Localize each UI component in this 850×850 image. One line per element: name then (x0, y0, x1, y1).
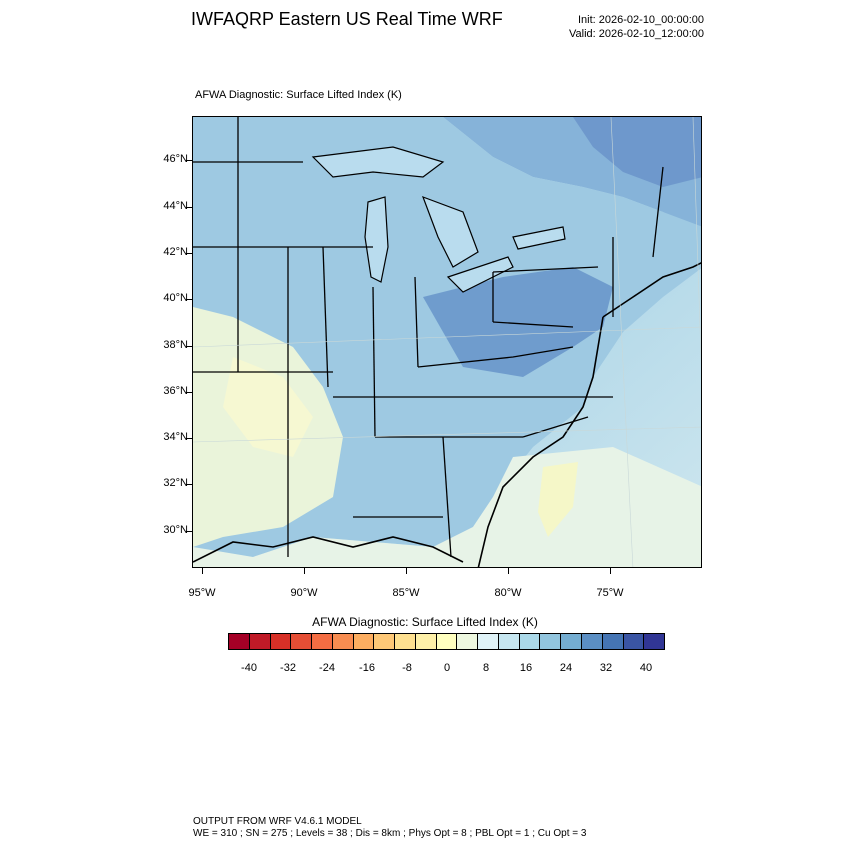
colorbar-box (519, 634, 541, 649)
lon-tick (508, 568, 509, 574)
colorbar-box (353, 634, 375, 649)
coastline (193, 262, 701, 567)
colorbar-label: -32 (280, 662, 296, 674)
colorbar-box (602, 634, 624, 649)
lake-superior (311, 146, 445, 178)
lat-label: 30°N (163, 524, 188, 536)
lat-tick (186, 392, 192, 393)
lake-michigan (364, 196, 389, 283)
colorbar-box (478, 634, 499, 649)
colorbar-box (374, 634, 396, 649)
colorbar-label: 16 (519, 662, 533, 674)
lake-erie (446, 256, 514, 293)
state-borders (193, 117, 664, 558)
lon-label: 90°W (290, 587, 318, 599)
lat-tick (186, 253, 192, 254)
colorbar-box (395, 634, 416, 649)
lat-tick (186, 484, 192, 485)
colorbar-label: -40 (241, 662, 257, 674)
colorbar-box (582, 634, 603, 649)
lat-label: 38°N (163, 339, 188, 351)
colorbar-box (644, 634, 665, 649)
lake-huron (421, 195, 479, 268)
lat-tick (186, 160, 192, 161)
lon-label: 85°W (392, 587, 420, 599)
lon-tick (304, 568, 305, 574)
lake-ontario (512, 226, 566, 250)
graticule (193, 117, 701, 567)
lat-label: 42°N (163, 246, 188, 258)
colorbar-box (291, 634, 313, 649)
colorbar-title: AFWA Diagnostic: Surface Lifted Index (K… (312, 615, 538, 629)
lat-label: 32°N (163, 477, 188, 489)
colorbar-label: 24 (559, 662, 573, 674)
colorbar-label: -8 (402, 662, 412, 674)
colorbar (228, 633, 665, 650)
field-atlantic-anomaly (538, 462, 578, 537)
colorbar-box (561, 634, 583, 649)
field-canada-dark (573, 117, 701, 187)
lon-tick (202, 568, 203, 574)
init-valid-times: Init: 2026-02-10_00:00:00 Valid: 2026-02… (569, 13, 704, 41)
colorbar-box (312, 634, 333, 649)
colorbar-box (332, 634, 354, 649)
colorbar-box (623, 634, 645, 649)
colorbar-label: 0 (443, 662, 451, 674)
colorbar-box (229, 634, 250, 649)
colorbar-label: -24 (319, 662, 335, 674)
lat-tick (186, 346, 192, 347)
lon-tick (610, 568, 611, 574)
colorbar-box (457, 634, 479, 649)
colorbar-box (415, 634, 437, 649)
figure-title: IWFAQRP Eastern US Real Time WRF (191, 9, 503, 29)
map-graphic (193, 117, 701, 567)
footer-line-model: OUTPUT FROM WRF V4.6.1 MODEL (193, 816, 362, 827)
lat-tick (186, 438, 192, 439)
lat-label: 36°N (163, 385, 188, 397)
colorbar-box (249, 634, 271, 649)
colorbar-box (436, 634, 458, 649)
map-panel (192, 116, 702, 568)
init-time: Init: 2026-02-10_00:00:00 (578, 14, 704, 26)
colorbar-box (270, 634, 292, 649)
field-appalachians (423, 267, 613, 377)
lat-label: 44°N (163, 200, 188, 212)
valid-time: Valid: 2026-02-10_12:00:00 (569, 28, 704, 40)
colorbar-box (498, 634, 520, 649)
colorbar-label: 32 (599, 662, 613, 674)
lat-tick (186, 299, 192, 300)
lon-label: 80°W (494, 587, 522, 599)
colorbar-label: -16 (359, 662, 375, 674)
panel-title: AFWA Diagnostic: Surface Lifted Index (K… (195, 89, 402, 101)
lon-label: 75°W (596, 587, 624, 599)
footer-line-config: WE = 310 ; SN = 275 ; Levels = 38 ; Dis … (193, 828, 587, 839)
colorbar-label: 40 (639, 662, 653, 674)
lon-label: 95°W (188, 587, 216, 599)
lat-tick (186, 531, 192, 532)
lat-label: 40°N (163, 292, 188, 304)
colorbar-box (540, 634, 562, 649)
lat-label: 46°N (163, 153, 188, 165)
model-footer: OUTPUT FROM WRF V4.6.1 MODEL WE = 310 ; … (193, 816, 586, 840)
lon-tick (406, 568, 407, 574)
colorbar-label: 8 (482, 662, 490, 674)
field-southwest-light (223, 357, 313, 457)
lat-tick (186, 207, 192, 208)
lat-label: 34°N (163, 431, 188, 443)
